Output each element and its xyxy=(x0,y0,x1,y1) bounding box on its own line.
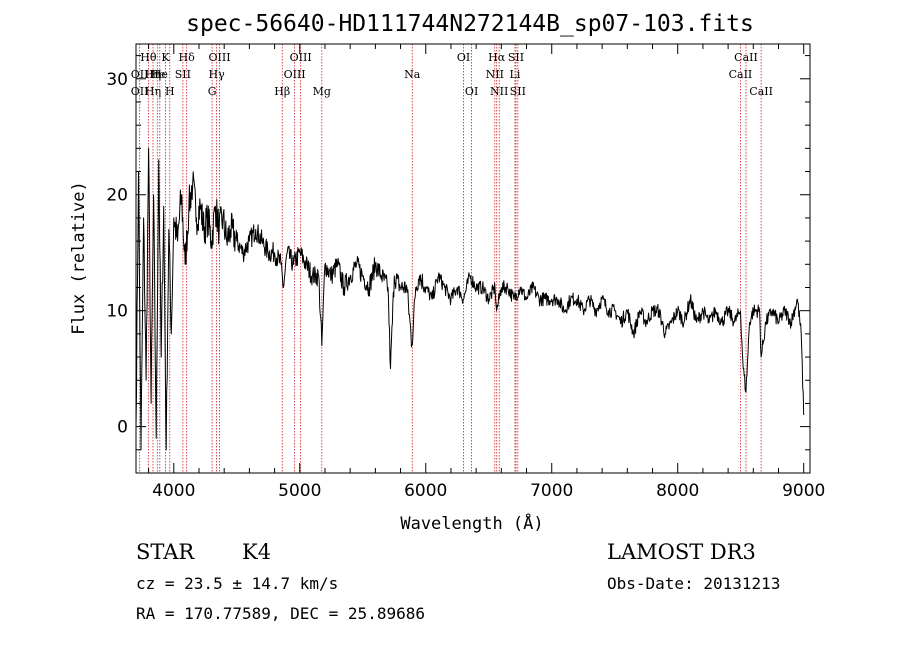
spectral-line-label: CaII xyxy=(729,68,753,81)
x-tick-label: 9000 xyxy=(782,481,825,501)
spectral-line-label: He xyxy=(149,68,165,81)
spectrum-series-line xyxy=(135,147,805,451)
x-axis-label: Wavelength (Å) xyxy=(400,512,543,534)
spectral-line-label: SII xyxy=(175,68,191,81)
spectral-line-label: OII xyxy=(131,85,149,98)
spectral-line-label: OIII xyxy=(208,51,230,64)
spectral-line-label: NII xyxy=(486,68,504,81)
x-tick-label: 4000 xyxy=(152,481,195,501)
object-subclass: K4 xyxy=(242,540,272,564)
spectral-line-label: OIII xyxy=(290,51,312,64)
y-tick-label: 10 xyxy=(106,302,128,322)
spectral-line-label: Mg xyxy=(313,85,331,98)
y-axis-label: Flux (relative) xyxy=(69,181,89,335)
axis-ticks: 4000 5000 6000 7000 8000 9000 0 10 20 30 xyxy=(106,44,825,501)
series-layer xyxy=(135,147,805,451)
plot-frame xyxy=(135,43,811,474)
spectral-line-label: H xyxy=(165,85,175,98)
spectral-line-label: Hη xyxy=(145,68,161,81)
spectral-line-label: SII xyxy=(510,85,526,98)
spectral-line-label: Hα xyxy=(488,51,506,64)
spectral-line-label: Hθ xyxy=(140,51,157,64)
spectral-line-label: CaII xyxy=(749,85,773,98)
survey-name: LAMOST DR3 xyxy=(607,540,756,564)
spectral-line-markers xyxy=(139,44,762,473)
spectral-line-label: Na xyxy=(404,68,421,81)
obs-date: Obs-Date: 20131213 xyxy=(607,574,781,593)
spectral-line-label: SII xyxy=(508,51,524,64)
spectral-line-label: Hγ xyxy=(209,68,226,81)
y-tick-label: 30 xyxy=(106,70,128,90)
spectral-line-label: K xyxy=(161,51,170,64)
spectral-line-label: OI xyxy=(457,51,470,64)
spectral-line-label: Hδ xyxy=(179,51,196,64)
y-tick-label: 0 xyxy=(117,418,128,438)
spectral-line-label: Li xyxy=(510,68,521,81)
spectral-line-label: Hβ xyxy=(274,85,290,98)
x-tick-label: 5000 xyxy=(278,481,321,501)
x-tick-label: 7000 xyxy=(530,481,573,501)
object-class: STAR xyxy=(136,540,195,564)
x-tick-label: 6000 xyxy=(404,481,447,501)
y-tick-label: 20 xyxy=(106,186,128,206)
spectral-line-label: OII xyxy=(131,68,149,81)
spectral-line-labels: OIIOIIHθHηHηHeHeKHSIIHδGHγOIIIHβOIIIOIII… xyxy=(131,51,773,98)
spectral-line-label: OIII xyxy=(284,68,306,81)
spectral-line-label: CaII xyxy=(734,51,758,64)
ra-dec-readout: RA = 170.77589, DEC = 25.89686 xyxy=(136,604,425,623)
cz-readout: cz = 23.5 ± 14.7 km/s xyxy=(136,574,339,593)
spectral-line-label: He xyxy=(152,68,168,81)
spectral-line-label: NII xyxy=(490,85,508,98)
chart-title: spec-56640-HD111744N272144B_sp07-103.fit… xyxy=(186,11,754,37)
spectral-line-label: OI xyxy=(465,85,478,98)
spectral-line-label: G xyxy=(208,85,217,98)
x-tick-label: 8000 xyxy=(656,481,699,501)
spectral-line-label: Hη xyxy=(145,85,161,98)
